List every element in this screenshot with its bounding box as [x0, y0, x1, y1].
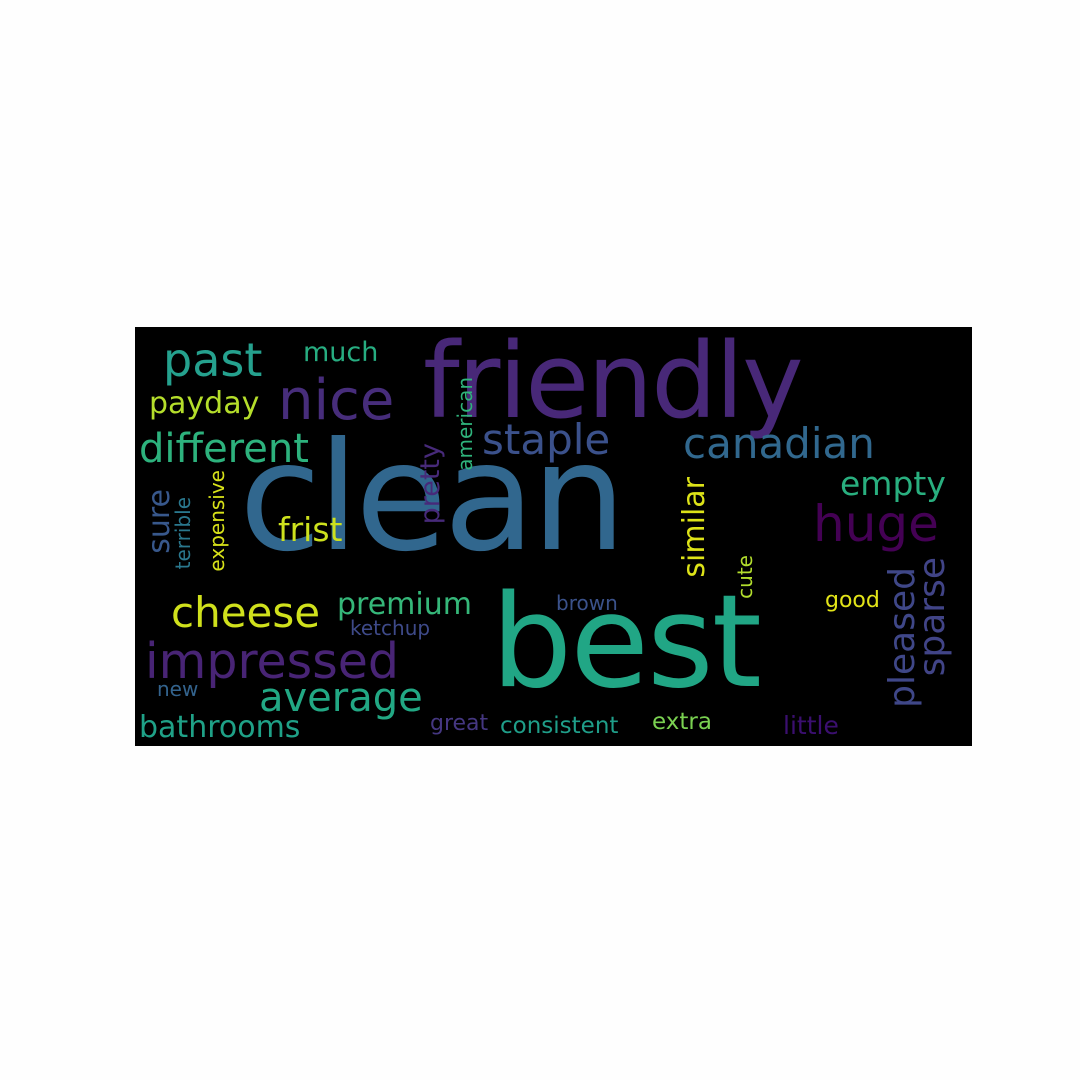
- word-great: great: [430, 711, 489, 736]
- word-friendly: friendly: [423, 327, 804, 442]
- word-premium: premium: [337, 587, 472, 622]
- word-cute: cute: [733, 555, 757, 599]
- word-sparse: sparse: [912, 557, 953, 677]
- word-best: best: [491, 568, 762, 717]
- word-nice: nice: [278, 368, 395, 433]
- word-similar: similar: [677, 477, 712, 578]
- word-extra: extra: [652, 709, 712, 735]
- word-pretty: pretty: [415, 443, 446, 525]
- word-canadian: canadian: [683, 419, 875, 468]
- word-new: new: [157, 677, 199, 701]
- word-average: average: [259, 675, 423, 721]
- word-cloud: clean best friendly nice past much payda…: [135, 327, 972, 746]
- word-much: much: [303, 337, 379, 368]
- word-payday: payday: [149, 386, 260, 421]
- word-expensive: expensive: [205, 470, 229, 572]
- word-little: little: [783, 711, 839, 740]
- word-american: american: [453, 377, 477, 471]
- word-good: good: [825, 588, 880, 613]
- word-empty: empty: [840, 464, 946, 503]
- word-bathrooms: bathrooms: [139, 710, 301, 745]
- word-clean: clean: [239, 411, 626, 585]
- word-frist: frist: [278, 510, 343, 549]
- word-cheese: cheese: [171, 588, 321, 637]
- word-brown: brown: [556, 591, 618, 615]
- word-staple: staple: [482, 415, 611, 464]
- word-impressed: impressed: [145, 633, 399, 690]
- word-huge: huge: [813, 495, 939, 553]
- word-consistent: consistent: [500, 713, 619, 739]
- word-ketchup: ketchup: [350, 616, 431, 640]
- word-different: different: [139, 426, 309, 472]
- word-past: past: [163, 333, 263, 387]
- word-terrible: terrible: [171, 497, 195, 570]
